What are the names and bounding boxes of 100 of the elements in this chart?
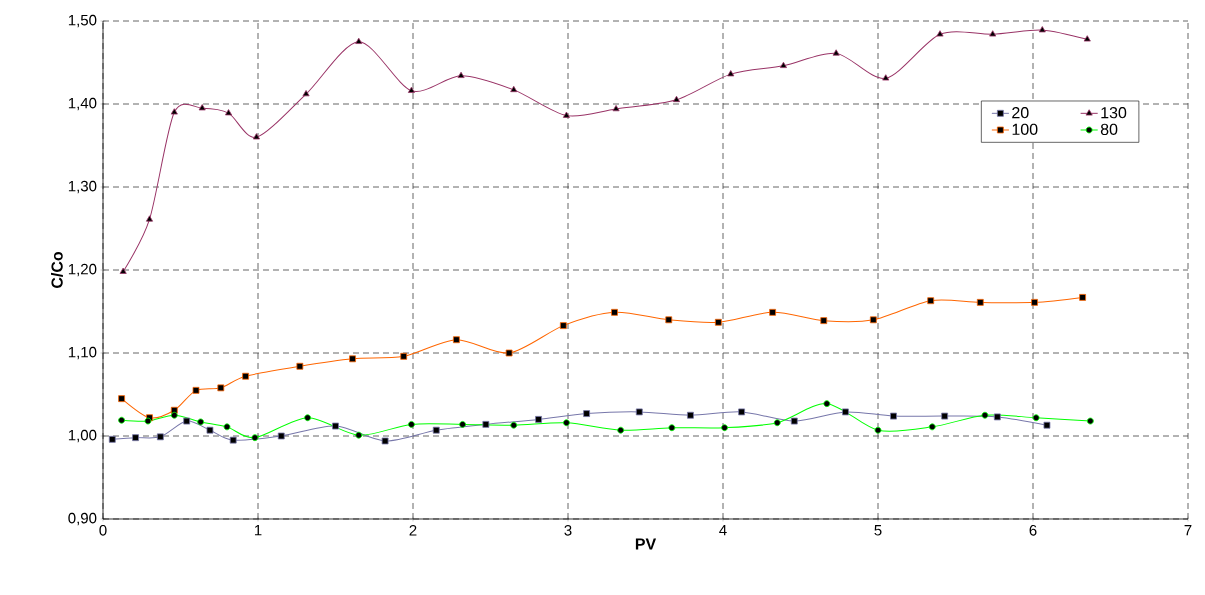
point	[928, 423, 936, 431]
point	[505, 349, 513, 357]
x-tick-label: 0	[99, 525, 107, 536]
x-tick-label: 7	[1184, 525, 1192, 536]
point	[1043, 421, 1051, 429]
point	[183, 417, 191, 425]
y-tick-label: 1,10	[68, 346, 97, 360]
point	[242, 372, 249, 380]
point	[277, 432, 285, 440]
point	[1086, 417, 1094, 425]
point	[936, 30, 944, 37]
point	[738, 408, 745, 416]
point	[668, 424, 676, 432]
point	[611, 308, 618, 316]
y-tick-label: 1,20	[68, 263, 97, 277]
point	[1031, 298, 1038, 306]
point	[510, 421, 518, 429]
y-tick-label: 1,00	[68, 429, 97, 443]
x-tick-label: 5	[874, 525, 882, 536]
point	[989, 30, 997, 37]
point	[869, 316, 877, 324]
x-tick-label: 3	[564, 525, 572, 536]
point	[941, 412, 949, 420]
point	[156, 433, 164, 441]
point	[225, 109, 233, 116]
point	[976, 298, 984, 306]
point	[108, 435, 116, 443]
y-tick-label: 1,30	[68, 180, 97, 194]
x-tick-label: 6	[1029, 525, 1037, 536]
point	[927, 297, 935, 305]
point	[453, 336, 460, 344]
point	[721, 424, 728, 432]
point	[304, 414, 311, 422]
point	[635, 408, 643, 416]
point	[535, 416, 542, 423]
point	[562, 111, 570, 118]
point	[355, 431, 363, 439]
point	[714, 318, 722, 326]
point	[381, 437, 389, 445]
point	[296, 362, 304, 370]
point	[251, 434, 259, 442]
legend-label: 80	[1100, 123, 1118, 135]
point	[118, 416, 125, 424]
point	[206, 426, 214, 434]
point	[118, 395, 125, 403]
point	[170, 411, 178, 419]
point	[890, 412, 897, 420]
point	[583, 410, 590, 417]
point	[252, 133, 260, 140]
legend-label: 20	[1012, 106, 1029, 119]
point	[559, 322, 567, 330]
point	[993, 413, 1001, 421]
point	[223, 423, 231, 431]
point	[407, 86, 415, 93]
y-tick-label: 1,50	[68, 14, 97, 28]
point	[665, 316, 673, 324]
y-tick-label: 1,40	[68, 97, 97, 111]
y-tick-label: 0,90	[68, 512, 97, 526]
point	[302, 90, 310, 97]
point	[198, 104, 206, 111]
point	[874, 426, 882, 434]
point	[1038, 26, 1046, 33]
point	[459, 420, 466, 428]
point	[192, 386, 200, 394]
point	[842, 408, 849, 416]
y-axis-title: C/Co	[51, 251, 63, 289]
point	[400, 352, 408, 360]
legend-label: 130	[1101, 106, 1127, 119]
point	[432, 426, 440, 434]
point	[217, 384, 225, 392]
point	[482, 420, 490, 428]
point	[823, 400, 831, 408]
point	[229, 436, 237, 444]
legend-label: 100	[1012, 123, 1038, 135]
x-tick-label: 4	[719, 525, 727, 536]
point	[672, 95, 681, 103]
point	[408, 420, 415, 428]
point	[563, 419, 570, 427]
point	[145, 215, 154, 222]
point	[197, 418, 205, 426]
x-tick-label: 2	[409, 525, 417, 536]
point	[170, 108, 178, 115]
point	[981, 411, 989, 419]
point	[790, 417, 798, 425]
point	[510, 85, 518, 93]
point	[882, 74, 890, 81]
point	[332, 422, 339, 430]
point	[1032, 414, 1040, 422]
x-axis-title: PV	[635, 538, 657, 550]
x-tick-label: 1	[254, 525, 262, 536]
point	[820, 317, 828, 325]
point	[132, 434, 139, 442]
point	[617, 426, 625, 434]
point	[1079, 293, 1086, 301]
point	[612, 104, 620, 112]
point	[119, 267, 127, 274]
point	[769, 308, 776, 316]
point	[457, 71, 465, 78]
point	[349, 355, 356, 363]
point	[355, 37, 363, 44]
